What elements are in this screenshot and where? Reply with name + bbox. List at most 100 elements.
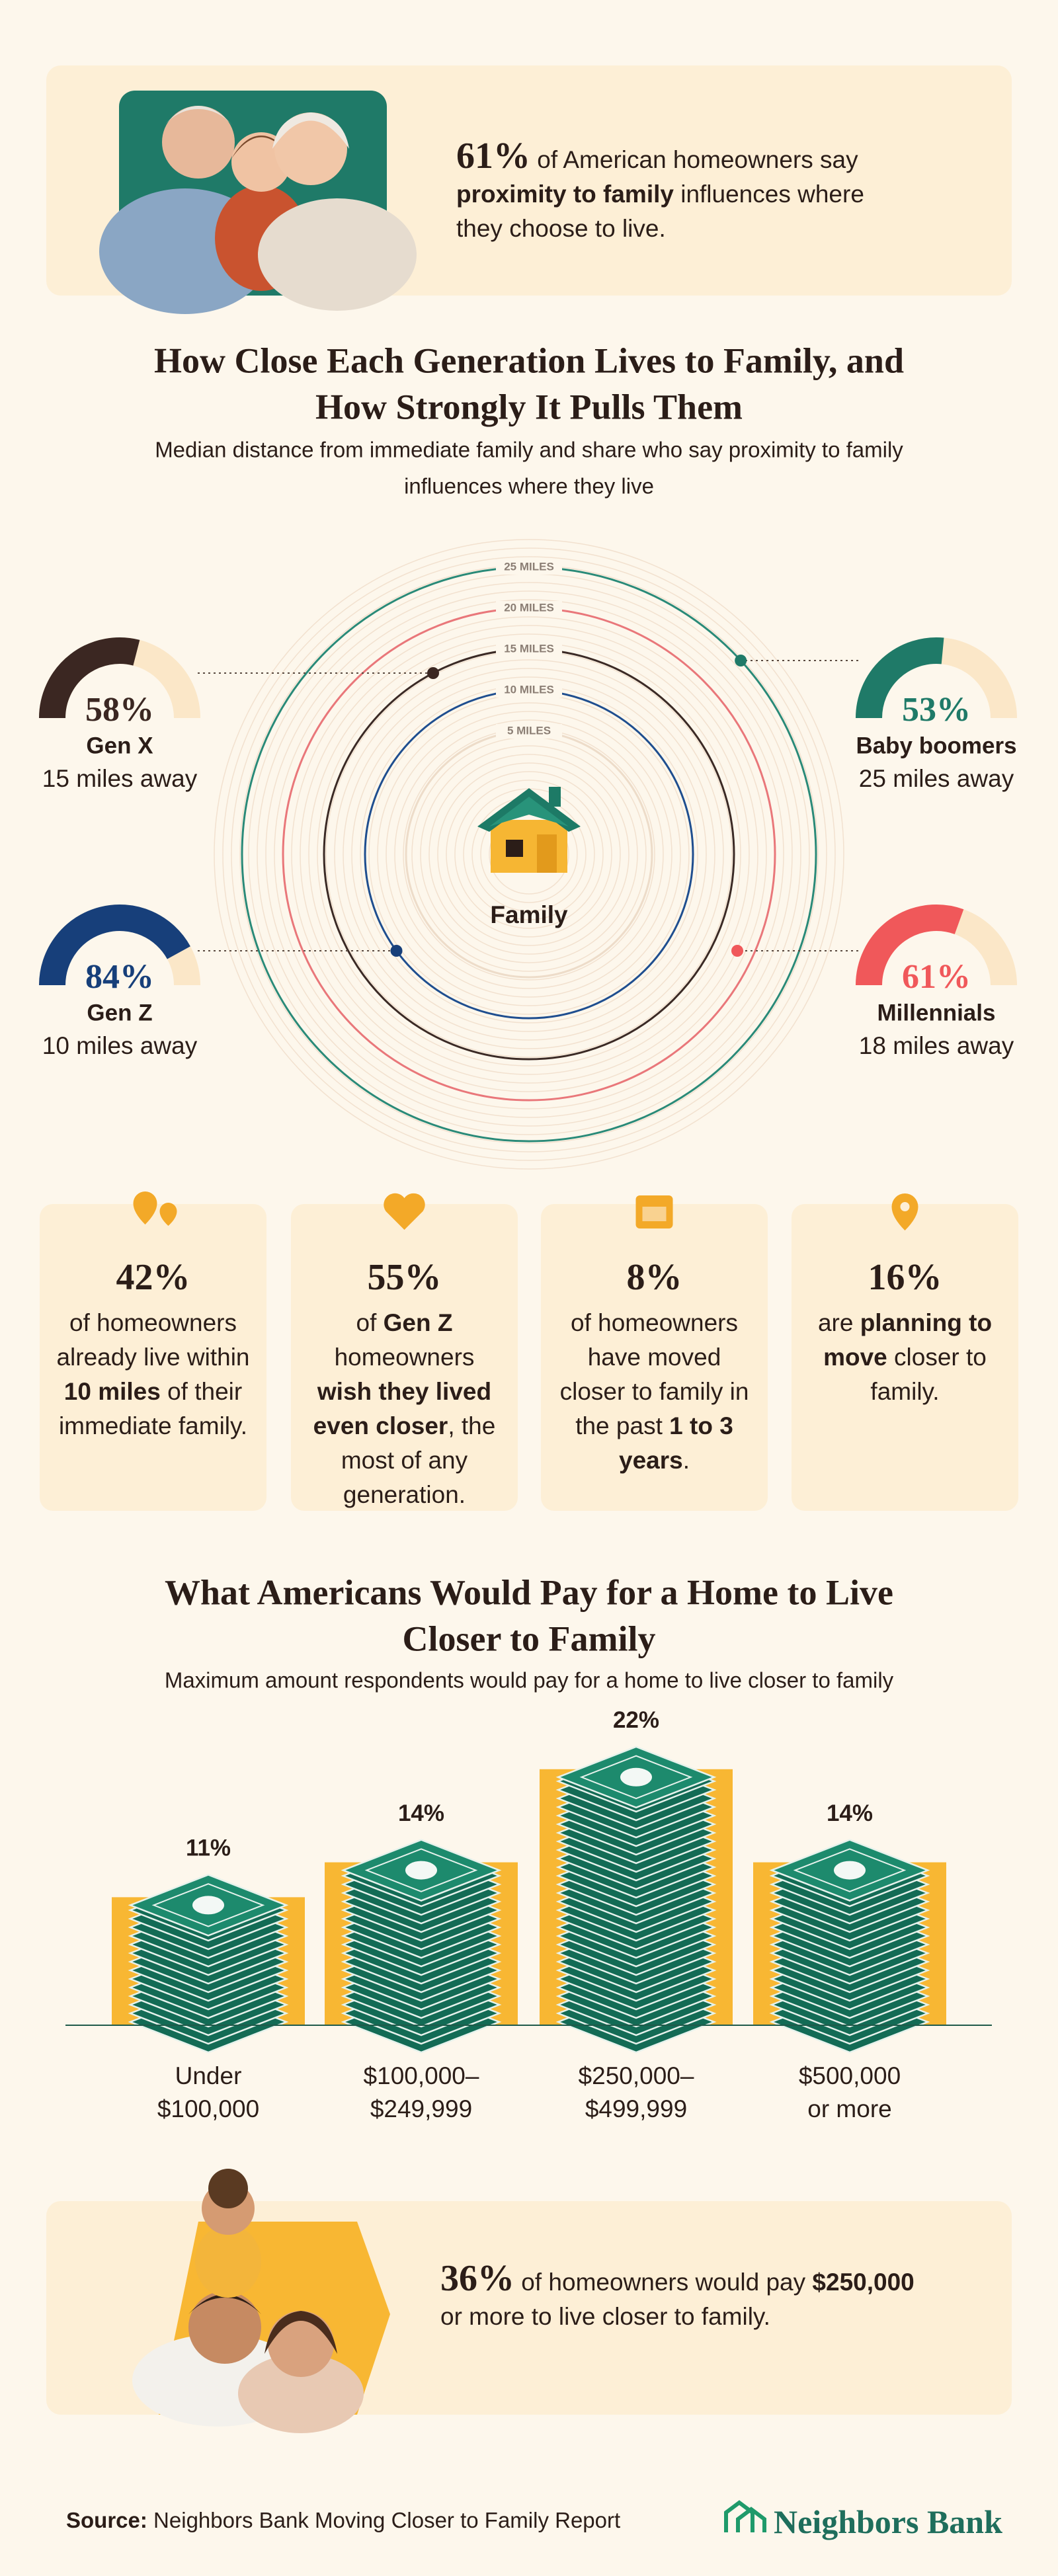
section-title: Closer to Family [403, 1619, 656, 1658]
section-subtitle: Median distance from immediate family an… [155, 438, 903, 462]
decor-ring [222, 547, 836, 1161]
category-label: Under [175, 2062, 242, 2089]
bold-text: $250,000 [812, 2269, 915, 2296]
decor-ring [386, 711, 672, 998]
text: of [356, 1309, 384, 1336]
gauge-percent: 84% [85, 958, 154, 996]
hero-stat: 61% [456, 136, 530, 177]
gauge-percent: 61% [902, 958, 971, 996]
ring-label: 25 MILES [504, 560, 554, 573]
center-label: Family [490, 901, 568, 928]
text: closer to family. [870, 1344, 987, 1405]
text: of homeowners have moved closer to famil… [559, 1309, 749, 1439]
card-text: of homeowners already live within 10 mil… [54, 1306, 252, 1443]
text: are [817, 1309, 860, 1336]
decor-ring [351, 676, 707, 1032]
text: or more to live closer to family. [440, 2303, 770, 2330]
decor-ring [231, 556, 827, 1152]
distance-dot [731, 945, 744, 957]
decor-ring [446, 771, 612, 938]
ring-label-bg [496, 642, 562, 657]
source-label: Source: [66, 2508, 147, 2532]
text: of homeowners already live within [56, 1309, 250, 1371]
radial-rings: 5 MILES 10 MILES 15 MILES 20 MILES 25 MILES [214, 539, 844, 1170]
card-text: of Gen Z homeowners wish they lived even… [305, 1306, 503, 1512]
money-coin [192, 1896, 224, 1915]
closing-photo [132, 2169, 390, 2433]
distance-dot [427, 667, 440, 679]
category-label: $100,000– [364, 2062, 479, 2089]
gauge-arc [856, 905, 964, 986]
card-icon [384, 1193, 425, 1230]
category-label: $249,999 [370, 2095, 472, 2122]
decor-ring [334, 659, 724, 1049]
ring-label: 5 MILES [507, 724, 551, 737]
ring-label-bg [496, 683, 562, 698]
decor-ring [428, 754, 630, 955]
generation-distance: 15 miles away [42, 765, 198, 792]
bold-text: Gen Z [383, 1309, 453, 1336]
source-text: Neighbors Bank Moving Closer to Family R… [153, 2508, 621, 2532]
logo-text: Neighbors Bank [774, 2503, 1002, 2540]
money-coin [834, 1861, 866, 1880]
gauge-arc [39, 637, 140, 719]
stat-card [792, 1204, 1018, 1511]
decor-ring [308, 633, 750, 1075]
decor-ring [420, 745, 638, 963]
text: influences where they choose to live. [456, 181, 864, 242]
money-inner [364, 1848, 478, 1892]
house-icon [477, 787, 581, 873]
card-text: are planning to move closer to family. [806, 1306, 1004, 1409]
stat-card [291, 1204, 518, 1511]
decor-ring [265, 590, 793, 1118]
ring-label-bg [496, 560, 562, 575]
category-label: $500,000 [799, 2062, 901, 2089]
generation-name: Baby boomers [856, 733, 1016, 758]
money-inner [579, 1755, 693, 1800]
bold-text: 1 to 3 years [619, 1412, 733, 1474]
closing-stat: 36% [440, 2258, 514, 2299]
distance-dot [735, 655, 747, 666]
text: of homeowners would pay [521, 2269, 813, 2296]
generation-name: Millennials [877, 1000, 996, 1026]
category-label: or more [807, 2095, 891, 2122]
value-label: 14% [827, 1800, 873, 1826]
generation-name: Gen X [86, 733, 153, 758]
decor-ring [274, 599, 784, 1109]
stat-card [40, 1204, 266, 1511]
money-coin [620, 1767, 652, 1787]
section-title: How Close Each Generation Lives to Famil… [154, 341, 904, 380]
closing-text: 36% of homeowners would pay $250,000 or … [440, 2258, 930, 2334]
bold-text: wish they lived even closer [313, 1378, 492, 1439]
ring-label-bg [496, 601, 562, 616]
bold-text: proximity to family [456, 181, 674, 208]
text: homeowners [334, 1344, 475, 1371]
bold-text: 10 miles [63, 1378, 161, 1405]
money-inner [151, 1883, 265, 1927]
section-title: What Americans Would Pay for a Home to L… [165, 1572, 893, 1612]
decor-ring [257, 582, 801, 1127]
decor-ring [377, 702, 681, 1006]
decor-ring [214, 539, 844, 1170]
stat-card [541, 1204, 768, 1511]
ring-label: 15 MILES [504, 642, 554, 655]
decor-ring [343, 668, 715, 1041]
card-stat: 55% [368, 1257, 442, 1298]
category-label: $250,000– [579, 2062, 694, 2089]
text: . [682, 1447, 690, 1474]
section-subtitle: Maximum amount respondents would pay for… [165, 1668, 894, 1693]
ring-label: 20 MILES [504, 601, 554, 614]
distance-dot [390, 945, 403, 957]
text: , the most of any generation. [341, 1412, 496, 1508]
hero-photo [99, 91, 417, 314]
decor-ring [394, 719, 664, 989]
money-inner [793, 1848, 907, 1892]
value-label: 22% [613, 1707, 659, 1733]
text: of American homeowners say [537, 146, 858, 173]
money-coin [405, 1861, 437, 1880]
gauge-percent: 53% [902, 691, 971, 729]
gauge-arc [39, 905, 190, 986]
bold-text: planning to move [823, 1309, 993, 1371]
